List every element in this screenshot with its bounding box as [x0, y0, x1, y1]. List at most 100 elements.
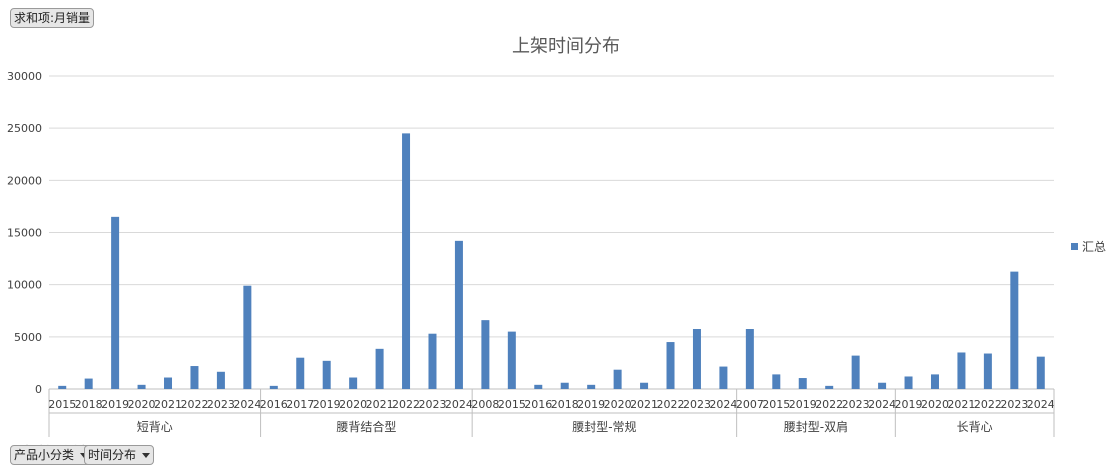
bar [587, 384, 596, 389]
bar [904, 376, 913, 389]
x-group-label: 腰背结合型 [336, 419, 396, 434]
x-tick-label: 2008 [471, 398, 499, 411]
row-field-button-time[interactable]: 时间分布 [84, 445, 155, 465]
gridlines [49, 75, 1054, 390]
x-tick-label: 2015 [48, 398, 76, 411]
bar [613, 369, 622, 389]
bar [216, 371, 225, 389]
x-tick-label: 2015 [762, 398, 790, 411]
x-group-label: 短背心 [137, 420, 173, 434]
x-tick-label: 2021 [630, 398, 658, 411]
bar [851, 355, 860, 389]
bar [454, 240, 463, 389]
bar [772, 374, 781, 389]
x-tick-label: 2023 [207, 398, 235, 411]
x-tick-label: 2024 [1027, 398, 1055, 411]
y-tick-label: 5000 [14, 331, 42, 344]
bar [137, 384, 146, 389]
bar-series [58, 133, 1045, 389]
bar [269, 385, 278, 389]
x-tick-label: 2020 [128, 398, 156, 411]
x-tick-label: 2024 [445, 398, 473, 411]
bar [402, 133, 411, 389]
x-group-label: 长背心 [957, 420, 993, 434]
y-axis: 0 5000 10000 15000 20000 25000 30000 [7, 70, 42, 396]
x-tick-label: 2023 [1000, 398, 1028, 411]
x-tick-label: 2021 [947, 398, 975, 411]
bar [983, 353, 992, 389]
bar [507, 331, 516, 389]
x-tick-label: 2022 [974, 398, 1002, 411]
x-tick-label: 2016 [260, 398, 288, 411]
x-tick-label: 2018 [551, 398, 579, 411]
value-field-button[interactable]: 求和项:月销量 [10, 8, 95, 28]
x-tick-label: 2015 [498, 398, 526, 411]
bar [745, 329, 754, 389]
legend-label: 汇总 [1082, 240, 1106, 254]
x-group-label: 腰封型-常规 [572, 419, 636, 434]
bar [957, 352, 966, 389]
chevron-down-icon[interactable] [142, 453, 151, 458]
x-tick-label: 2022 [180, 398, 208, 411]
bar [930, 374, 939, 389]
y-tick-label: 25000 [7, 122, 42, 135]
x-tick-label: 2023 [683, 398, 711, 411]
x-tick-label: 2019 [101, 398, 129, 411]
bar [164, 377, 173, 389]
x-tick-label: 2024 [709, 398, 737, 411]
x-tick-label: 2020 [921, 398, 949, 411]
x-tick-label: 2023 [418, 398, 446, 411]
y-tick-label: 20000 [7, 174, 42, 187]
x-tick-label: 2018 [75, 398, 103, 411]
x-tick-label: 2017 [286, 398, 314, 411]
bar [719, 366, 728, 389]
row-field-label-time: 时间分布 [88, 448, 137, 462]
x-tick-label: 2024 [868, 398, 896, 411]
bar [428, 333, 437, 389]
x-tick-label: 2019 [313, 398, 341, 411]
y-tick-label: 0 [35, 383, 42, 396]
legend-swatch [1071, 243, 1078, 250]
bar [878, 382, 887, 389]
x-tick-label: 2024 [233, 398, 261, 411]
x-tick-label: 2022 [815, 398, 843, 411]
x-tick-label: 2022 [392, 398, 420, 411]
x-tick-label: 2007 [736, 398, 764, 411]
x-tick-label: 2016 [524, 398, 552, 411]
bar [322, 360, 331, 389]
bar [825, 385, 834, 389]
x-tick-label: 2023 [842, 398, 870, 411]
bar [692, 329, 701, 389]
value-field-label: 求和项:月销量 [14, 11, 91, 25]
chart-title: 上架时间分布 [512, 36, 620, 57]
x-tick-label: 2020 [604, 398, 632, 411]
bar [296, 357, 305, 389]
x-tick-label: 2019 [895, 398, 923, 411]
x-tick-label: 2020 [339, 398, 367, 411]
bar [666, 342, 675, 389]
row-field-label-product: 产品小分类 [14, 448, 75, 462]
bar [84, 378, 93, 389]
bar [243, 285, 252, 389]
bar [560, 382, 569, 389]
bar [111, 216, 120, 389]
x-group-label: 腰封型-双肩 [784, 419, 848, 434]
y-tick-label: 10000 [7, 279, 42, 292]
bar [481, 320, 490, 389]
bar [1036, 356, 1045, 389]
x-tick-label: 2019 [789, 398, 817, 411]
bar [190, 366, 199, 389]
row-field-button-product[interactable]: 产品小分类 [10, 445, 93, 465]
bar [534, 384, 543, 389]
x-tick-label: 2019 [577, 398, 605, 411]
x-axis: 20152018201920202021202220232024短背心20162… [48, 389, 1055, 437]
bar [640, 382, 649, 389]
x-tick-label: 2021 [154, 398, 182, 411]
bar [798, 378, 807, 389]
x-tick-label: 2022 [657, 398, 685, 411]
y-tick-label: 30000 [7, 70, 42, 83]
bar [1010, 271, 1019, 389]
y-tick-label: 15000 [7, 227, 42, 240]
bar [375, 348, 384, 389]
